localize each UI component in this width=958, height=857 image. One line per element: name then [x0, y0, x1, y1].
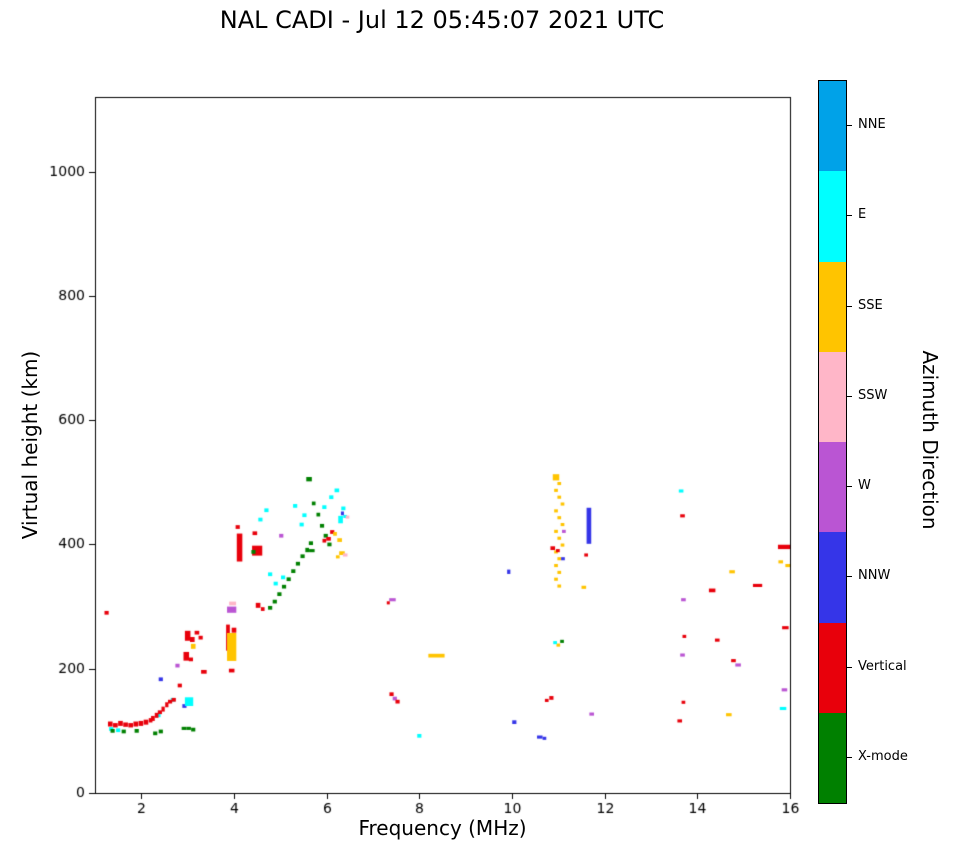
colorbar-tick-w — [847, 486, 852, 487]
colorbar-tick-vertical — [847, 667, 852, 668]
colorbar-tick-nne — [847, 125, 852, 126]
colorbar-segment-x-mode — [819, 712, 846, 803]
colorbar-label-nnw: NNW — [858, 568, 891, 583]
colorbar-segment-ssw — [819, 351, 846, 442]
colorbar-tick-nnw — [847, 576, 852, 577]
colorbar-segment-nnw — [819, 532, 846, 623]
colorbar-tick-x-mode — [847, 757, 852, 758]
colorbar-label-vertical: Vertical — [858, 659, 907, 674]
colorbar: NNE E SSE SSW W NNW Vertical X-mode — [818, 80, 938, 804]
colorbar-segment-e — [819, 171, 846, 262]
x-axis-label: Frequency (MHz) — [358, 816, 527, 840]
colorbar-tick-sse — [847, 306, 852, 307]
colorbar-segment-w — [819, 442, 846, 533]
colorbar-axis-label: Azimuth Direction — [918, 350, 942, 530]
colorbar-bar — [818, 80, 847, 804]
colorbar-segment-vertical — [819, 622, 846, 713]
colorbar-tick-e — [847, 215, 852, 216]
colorbar-segment-sse — [819, 261, 846, 352]
colorbar-label-ssw: SSW — [858, 388, 888, 403]
colorbar-label-w: W — [858, 478, 871, 493]
colorbar-label-nne: NNE — [858, 117, 886, 132]
colorbar-segment-nne — [819, 81, 846, 172]
colorbar-tick-ssw — [847, 396, 852, 397]
colorbar-label-e: E — [858, 207, 867, 222]
colorbar-label-x-mode: X-mode — [858, 749, 908, 764]
colorbar-label-sse: SSE — [858, 298, 883, 313]
